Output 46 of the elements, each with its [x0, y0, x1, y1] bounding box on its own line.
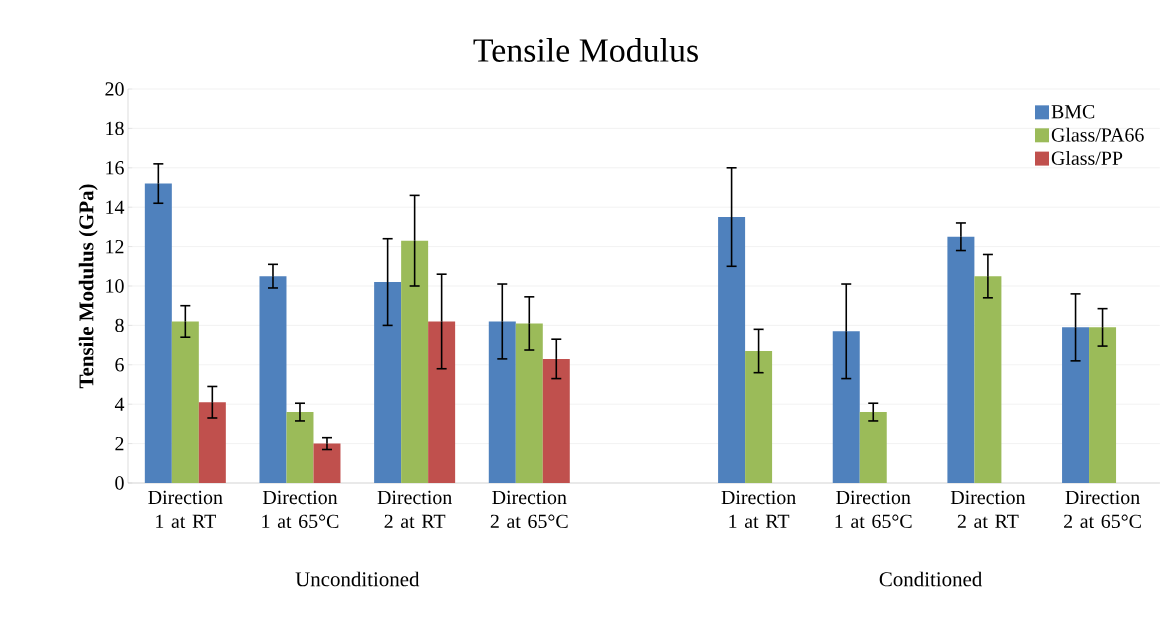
- y-tick-label: 0: [115, 476, 124, 490]
- bar: [1089, 327, 1117, 483]
- text: Unconditioned: [295, 571, 420, 587]
- bar: [1062, 327, 1090, 483]
- y-tick-label: 20: [105, 82, 124, 96]
- bar: [488, 321, 516, 483]
- chart-title: Tensile Modulus: [473, 38, 698, 62]
- legend-label: Glass/PA66: [1051, 127, 1144, 142]
- bar: [745, 351, 773, 483]
- x-tick-label: Direction 1 at RT: [148, 490, 223, 529]
- y-tick-label: 4: [114, 397, 125, 411]
- bar: [947, 236, 975, 483]
- x-tick-label: Direction 1 at 65°C: [835, 490, 912, 529]
- bar: [374, 282, 402, 483]
- bar: [313, 443, 341, 483]
- bar: [171, 321, 199, 483]
- x-tick-label: Direction 2 at 65°C: [1064, 490, 1141, 529]
- bar: [428, 321, 456, 483]
- bar: [832, 331, 860, 483]
- y-axis-title: Tensile Modulus (GPa): [78, 184, 98, 389]
- x-tick-label: Direction 2 at 65°C: [490, 490, 568, 529]
- bar: [259, 276, 287, 483]
- bar: [974, 276, 1002, 483]
- bar: [542, 358, 570, 483]
- y-tick-label: 16: [106, 161, 124, 175]
- y-tick-label: 6: [115, 358, 124, 372]
- bar: [198, 402, 226, 483]
- bar: [401, 240, 429, 483]
- y-tick-label: 18: [106, 121, 124, 136]
- legend-label: BMC: [1051, 105, 1095, 119]
- bar: [718, 217, 746, 483]
- y-tick-label: 10: [106, 279, 124, 293]
- x-tick-label: Direction 1 at 65°C: [262, 490, 339, 529]
- bar: [515, 323, 543, 483]
- y-tick-label: 2: [115, 437, 124, 451]
- y-tick-label: 8: [115, 318, 124, 333]
- legend-label: Glass/PP: [1051, 150, 1123, 165]
- y-tick-label: 14: [106, 200, 125, 214]
- x-tick-label: Direction 2 at RT: [377, 490, 452, 529]
- x-tick-label: Direction 1 at RT: [721, 490, 796, 529]
- bar: [144, 183, 172, 483]
- y-tick-label: 12: [106, 240, 124, 254]
- bar: [286, 412, 314, 483]
- x-tick-label: Direction 2 at RT: [950, 490, 1026, 529]
- bar: [859, 412, 887, 483]
- text: Conditioned: [879, 571, 983, 587]
